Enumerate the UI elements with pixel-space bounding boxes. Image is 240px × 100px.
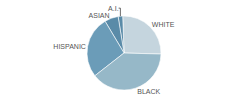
svg-text:HISPANIC: HISPANIC bbox=[53, 43, 86, 50]
svg-text:WHITE: WHITE bbox=[152, 21, 175, 28]
svg-text:ASIAN: ASIAN bbox=[89, 12, 110, 19]
svg-text:A.I.: A.I. bbox=[108, 5, 119, 12]
svg-text:BLACK: BLACK bbox=[137, 88, 160, 95]
